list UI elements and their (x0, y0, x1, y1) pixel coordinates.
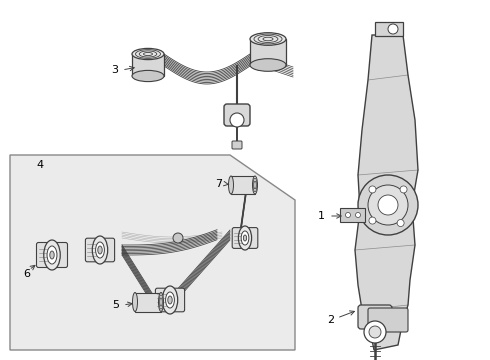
Text: 6: 6 (24, 269, 30, 279)
Circle shape (364, 321, 386, 343)
Polygon shape (355, 35, 418, 350)
Ellipse shape (132, 292, 138, 311)
Circle shape (230, 113, 244, 127)
Ellipse shape (158, 292, 164, 311)
Ellipse shape (92, 236, 108, 264)
Ellipse shape (241, 231, 249, 245)
Bar (132, 54, 164, 76)
FancyBboxPatch shape (36, 243, 68, 267)
Circle shape (378, 195, 398, 215)
Text: 1: 1 (318, 211, 324, 221)
FancyBboxPatch shape (155, 288, 185, 312)
Bar (231, 176, 255, 194)
Text: 7: 7 (216, 179, 222, 189)
Bar (375, 22, 403, 36)
Ellipse shape (168, 296, 172, 304)
Circle shape (369, 326, 381, 338)
Circle shape (173, 233, 183, 243)
Bar (340, 208, 365, 222)
FancyBboxPatch shape (224, 104, 250, 126)
Circle shape (356, 212, 361, 217)
Ellipse shape (132, 71, 164, 82)
FancyBboxPatch shape (358, 305, 392, 329)
Text: 5: 5 (113, 300, 120, 310)
Ellipse shape (132, 48, 164, 60)
Bar (135, 292, 161, 311)
Ellipse shape (239, 226, 251, 250)
Polygon shape (10, 155, 295, 350)
Ellipse shape (98, 246, 102, 254)
Circle shape (368, 185, 408, 225)
Circle shape (369, 186, 376, 193)
FancyBboxPatch shape (368, 308, 408, 332)
Circle shape (369, 217, 376, 224)
Text: 2: 2 (327, 315, 335, 325)
Bar (250, 39, 286, 65)
FancyBboxPatch shape (232, 228, 258, 248)
FancyBboxPatch shape (85, 238, 115, 262)
Ellipse shape (47, 246, 57, 264)
Text: 3: 3 (112, 65, 119, 75)
Circle shape (388, 24, 398, 34)
Ellipse shape (50, 251, 54, 259)
Circle shape (345, 212, 350, 217)
Circle shape (397, 220, 404, 226)
Ellipse shape (250, 33, 286, 45)
Ellipse shape (162, 286, 178, 314)
Ellipse shape (250, 59, 286, 71)
Circle shape (400, 186, 407, 193)
Ellipse shape (252, 176, 258, 194)
Circle shape (358, 175, 418, 235)
Ellipse shape (96, 242, 104, 258)
Ellipse shape (44, 240, 60, 270)
Text: 4: 4 (36, 160, 44, 170)
Ellipse shape (228, 176, 234, 194)
FancyBboxPatch shape (232, 141, 242, 149)
Ellipse shape (244, 235, 246, 241)
Ellipse shape (166, 292, 174, 308)
